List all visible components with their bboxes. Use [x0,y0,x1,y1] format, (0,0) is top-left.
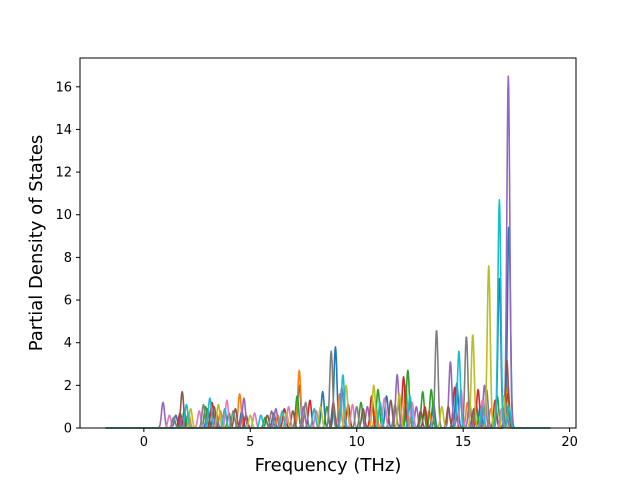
x-tick-label: 15 [455,435,472,450]
y-tick-label: 8 [64,251,72,266]
y-tick-label: 4 [64,336,72,351]
x-tick-label: 0 [140,435,148,450]
y-tick-label: 16 [55,80,72,95]
y-tick-label: 0 [64,422,72,437]
y-tick-label: 12 [55,166,72,181]
y-axis: 0 2 4 6 8 10 12 14 16 [55,80,80,437]
y-tick-label: 6 [64,294,72,309]
y-tick-label: 14 [55,123,72,138]
plot-frame [79,57,577,429]
x-axis-label: Frequency (THz) [255,455,402,476]
x-tick-label: 20 [561,435,578,450]
y-tick-label: 10 [55,208,72,223]
x-tick-label: 10 [348,435,365,450]
y-tick-label: 2 [64,379,72,394]
x-tick-label: 5 [246,435,254,450]
y-axis-label: Partial Density of States [26,135,47,352]
x-axis: 0 5 10 15 20 [140,428,578,450]
